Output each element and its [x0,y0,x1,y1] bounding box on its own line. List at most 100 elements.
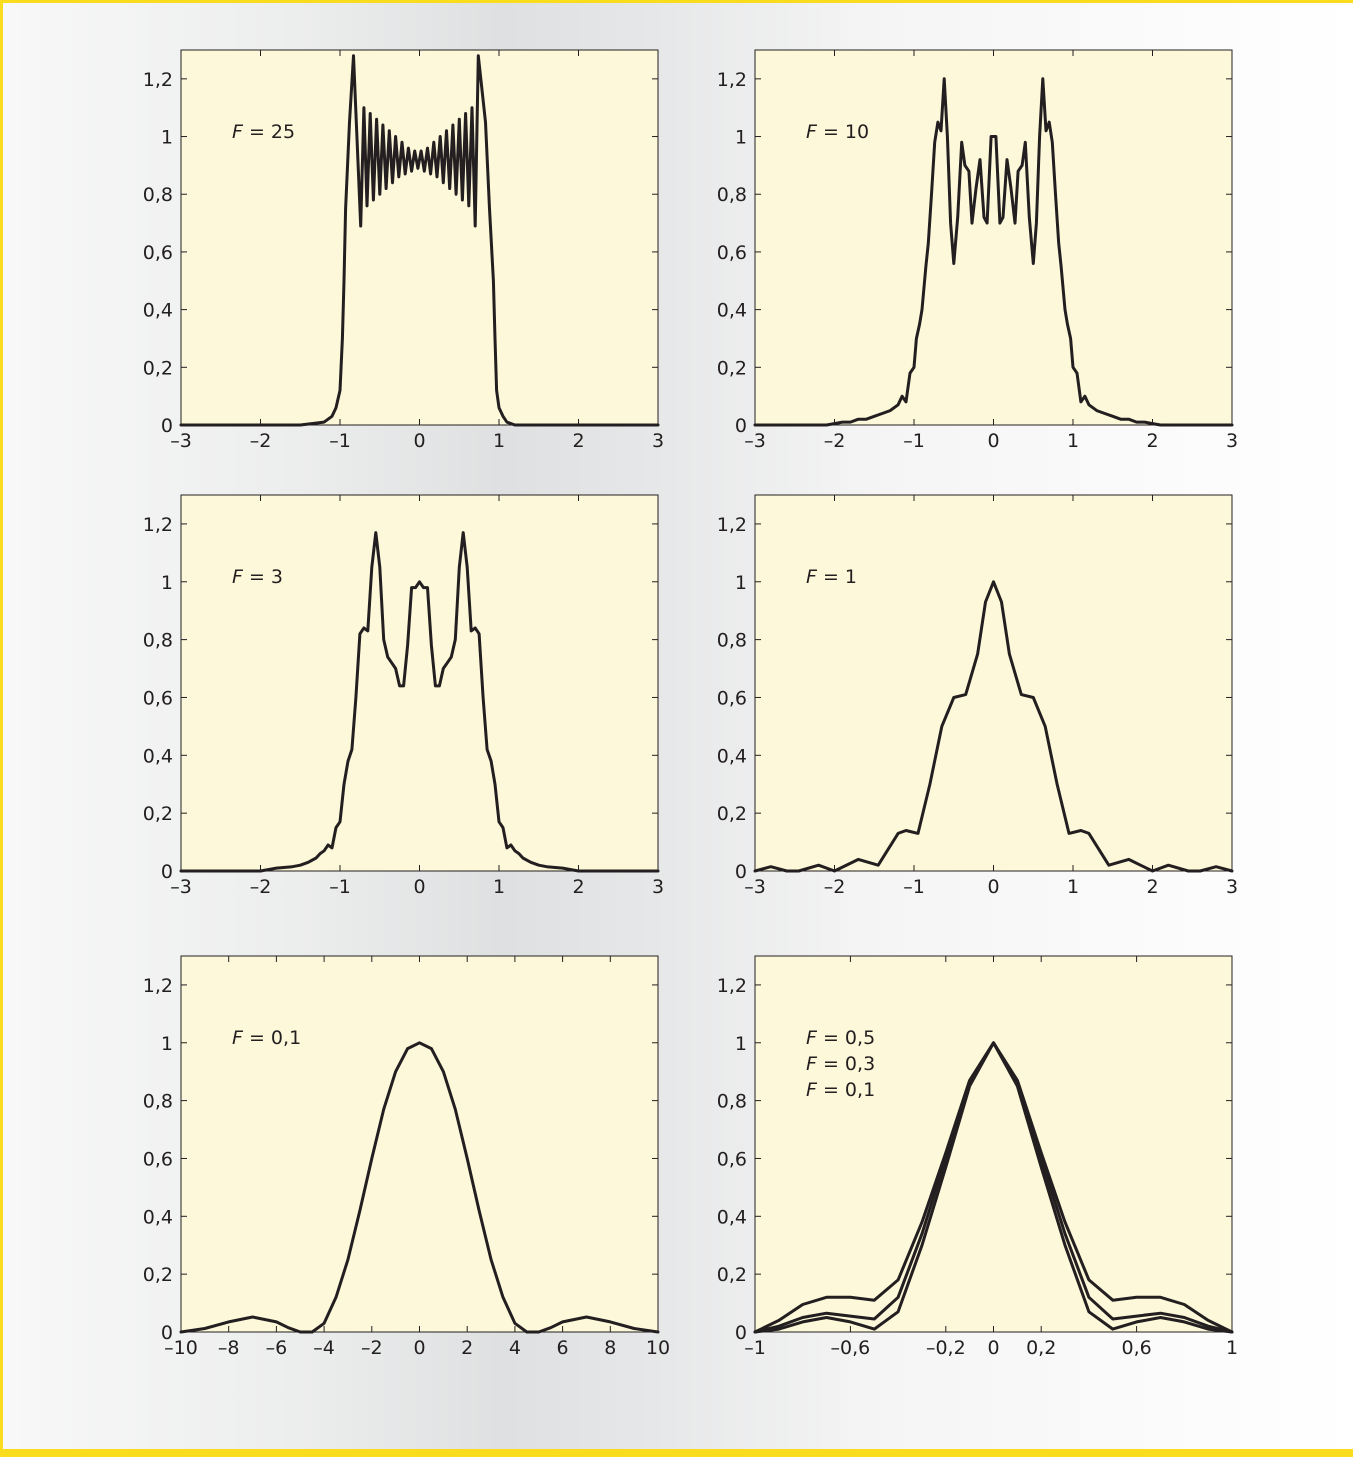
x-tick-label: –2 [824,430,846,452]
y-tick-label: 0 [161,415,173,437]
plot-area [755,495,1232,871]
parameter-value: = 0,5 [817,1027,875,1049]
chart-panel-6: –1 –0,6 –0,2 0 0,2 0,6 1 0 0,2 0,4 0,6 0,8 1 1,2 F = 0… [717,955,1238,1359]
series-line-1 [179,54,660,427]
x-tick-label: 0 [987,430,999,452]
y-tick-label: 1 [161,572,173,594]
x-tick-label: –3 [170,876,192,898]
x-tick-label: –2 [250,876,272,898]
y-tick-label: 0 [735,861,747,883]
x-tick-label: 0 [413,1337,425,1359]
x-tick-label: 1 [1226,1337,1238,1359]
x-tick-label: 0 [413,430,425,452]
plot-area [181,50,658,425]
parameter-value: = 0,1 [817,1079,875,1101]
chart-panel-4: –3 –2 –1 0 1 2 3 0 0,2 0,4 0,6 0,8 1 1,2 F = 1 [717,494,1238,898]
x-tick-label: –1 [903,430,925,452]
y-tick-label: 1 [735,1033,747,1055]
y-tick-label: 0,6 [143,1148,173,1170]
x-tick-label: 10 [646,1337,670,1359]
x-tick-label: –3 [744,430,766,452]
parameter-symbol: F [232,566,244,588]
parameter-value: = 0,1 [243,1027,301,1049]
parameter-symbol: F [806,1079,818,1101]
x-tick-label: –0,2 [926,1337,966,1359]
x-tick-label: 2 [1146,430,1158,452]
parameter-annotation: F = 0,1 [232,1027,301,1049]
y-tick-label: 0,6 [717,1148,747,1170]
x-tick-label: 2 [1146,876,1158,898]
y-tick-label: 0,2 [143,357,173,379]
y-tick-label: 0 [735,1322,747,1344]
y-tick-label: 1 [161,1033,173,1055]
y-tick-label: 1,2 [717,69,747,91]
plot-frame [180,955,659,1333]
x-tick-label: 1 [1067,876,1079,898]
y-tick-label: 0,6 [717,687,747,709]
parameter-value: = 10 [817,121,869,143]
x-tick-label: –8 [218,1337,240,1359]
x-tick-label: 2 [572,876,584,898]
parameter-symbol: F [806,566,818,588]
parameter-value: = 1 [817,566,857,588]
x-tick-label: 1 [493,876,505,898]
x-tick-label: 3 [1226,876,1238,898]
x-tick-label: –1 [903,876,925,898]
y-tick-label: 0 [735,415,747,437]
plot-area [755,956,1232,1332]
chart-panel-2: –3 –2 –1 0 1 2 3 0 0,2 0,4 0,6 0,8 1 1,2 F = 10 [717,49,1238,452]
x-tick-label: 2 [572,430,584,452]
y-tick-label: 0,8 [143,1091,173,1113]
parameter-symbol: F [232,1027,244,1049]
y-tick-label: 0,8 [717,1091,747,1113]
y-tick-label: 0 [161,861,173,883]
parameter-symbol: F [806,121,818,143]
x-tick-label: –0,6 [831,1337,871,1359]
y-tick-label: 0,8 [143,630,173,652]
parameter-annotation: F = 1 [806,566,857,588]
y-tick-label: 0,6 [717,242,747,264]
plot-area [755,50,1232,425]
x-tick-label: 3 [652,876,664,898]
x-tick-label: –2 [361,1337,383,1359]
plot-frame [754,49,1233,426]
x-tick-label: 0 [413,876,425,898]
y-tick-label: 0,4 [143,1206,173,1228]
y-tick-label: 1,2 [143,69,173,91]
y-tick-label: 1,2 [717,975,747,997]
y-tick-label: 1,2 [143,975,173,997]
x-tick-label: 1 [493,430,505,452]
x-tick-label: 0 [987,1337,999,1359]
y-tick-label: 1 [161,127,173,149]
parameter-annotation: F = 0,3 [806,1053,875,1075]
x-tick-label: –6 [266,1337,288,1359]
x-tick-label: –3 [170,430,192,452]
x-tick-label: 6 [557,1337,569,1359]
y-tick-label: 0,6 [143,242,173,264]
x-tick-label: 0 [987,876,999,898]
y-tick-label: 0,8 [717,184,747,206]
y-tick-label: 1,2 [717,514,747,536]
plot-frame [180,494,659,872]
series-line-1 [179,1041,660,1334]
x-tick-label: –2 [250,430,272,452]
y-tick-label: 0,2 [717,357,747,379]
y-tick-label: 0,8 [717,630,747,652]
x-tick-label: –1 [744,1337,766,1359]
y-tick-label: 0,4 [717,1206,747,1228]
x-tick-label: 4 [509,1337,521,1359]
parameter-symbol: F [232,121,244,143]
plot-area [181,495,658,871]
series-line-1 [179,531,660,873]
chart-grid: –3 –2 –1 0 1 2 300,20,40,60,811,2F = 25–3 –2 –1 0… [143,49,1238,1359]
parameter-value: = 0,3 [817,1053,875,1075]
y-tick-label: 0,6 [143,687,173,709]
x-tick-label: 1 [1067,430,1079,452]
x-tick-label: 3 [652,430,664,452]
plot-frame [754,494,1233,872]
y-tick-label: 0,2 [143,1264,173,1286]
x-tick-label: 0,6 [1121,1337,1151,1359]
x-tick-label: –1 [329,430,351,452]
x-tick-label: –2 [824,876,846,898]
